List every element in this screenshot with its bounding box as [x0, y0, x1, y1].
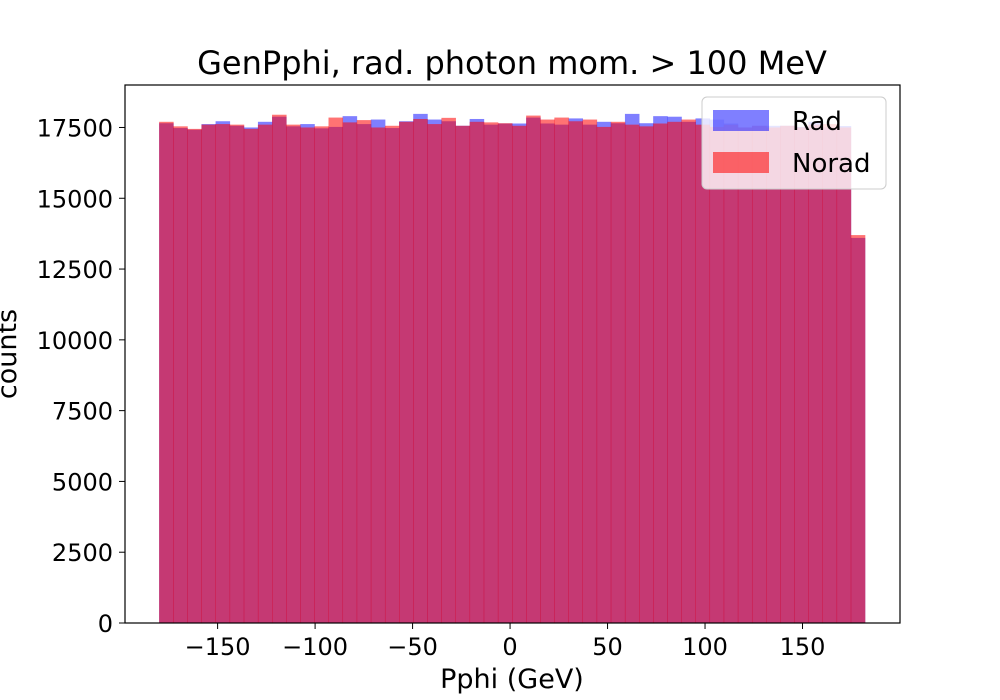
bar-norad-32 — [610, 121, 626, 624]
bar-norad-40 — [723, 124, 739, 624]
histogram-bars — [159, 113, 866, 624]
bar-norad-39 — [709, 126, 725, 623]
bar-norad-3 — [201, 124, 216, 624]
y-tick-label: 17500 — [37, 114, 113, 142]
bar-norad-33 — [624, 124, 640, 624]
bar-norad-44 — [780, 125, 795, 624]
bar-norad-6 — [243, 128, 259, 624]
y-axis-label: counts — [0, 309, 23, 399]
x-tick-label: 50 — [592, 633, 623, 661]
chart-title: GenPphi, rad. photon mom. > 100 MeV — [197, 44, 827, 82]
bar-norad-8 — [272, 114, 287, 624]
x-axis-ticks: −150 −100 −50 0 50 100 150 — [185, 623, 826, 661]
bar-norad-43 — [766, 127, 781, 623]
x-tick-label: −50 — [387, 633, 438, 661]
y-tick-label: 5000 — [52, 468, 113, 496]
bar-norad-46 — [808, 124, 823, 624]
x-tick-label: 150 — [780, 633, 826, 661]
bar-norad-47 — [822, 124, 838, 623]
bar-norad-29 — [568, 121, 583, 624]
bar-norad-21 — [455, 125, 471, 624]
x-tick-label: 0 — [502, 633, 517, 661]
bar-norad-18 — [413, 118, 428, 624]
y-tick-label: 7500 — [52, 398, 113, 426]
bar-norad-37 — [681, 119, 696, 624]
bar-norad-41 — [737, 127, 753, 623]
bar-norad-45 — [794, 127, 809, 623]
legend: Rad Norad — [701, 96, 887, 190]
bar-norad-22 — [469, 121, 485, 624]
y-tick-label: 10000 — [37, 327, 113, 355]
bar-norad-24 — [497, 123, 513, 623]
bar-norad-12 — [328, 117, 344, 623]
x-tick-label: −150 — [185, 633, 251, 661]
bar-norad-49 — [850, 235, 866, 624]
bar-norad-5 — [229, 124, 245, 624]
bar-norad-27 — [540, 119, 555, 624]
bar-norad-7 — [257, 124, 273, 624]
bar-norad-2 — [187, 128, 202, 624]
bar-norad-34 — [639, 126, 654, 623]
bar-norad-4 — [215, 124, 231, 623]
bar-norad-16 — [384, 125, 400, 624]
legend-label-norad: Norad — [792, 149, 870, 179]
plot-frame — [124, 84, 901, 624]
bar-norad-1 — [173, 126, 188, 623]
y-tick-label: 12500 — [37, 256, 113, 284]
legend-label-rad: Rad — [792, 107, 842, 137]
bar-norad-0 — [159, 121, 174, 624]
bar-norad-28 — [554, 117, 569, 623]
y-tick-label: 0 — [98, 610, 113, 638]
bar-norad-42 — [751, 125, 767, 624]
bar-norad-19 — [427, 124, 442, 623]
bar-norad-36 — [667, 121, 682, 624]
bar-norad-15 — [370, 127, 386, 623]
bar-norad-9 — [286, 124, 301, 624]
bar-norad-48 — [836, 127, 852, 623]
bar-norad-35 — [653, 123, 668, 624]
y-tick-label: 2500 — [52, 539, 113, 567]
bar-norad-30 — [582, 119, 598, 624]
bar-norad-38 — [695, 124, 711, 624]
x-tick-label: −100 — [282, 633, 348, 661]
bar-norad-11 — [314, 126, 329, 623]
legend-swatch-rad — [713, 110, 769, 131]
y-tick-label: 15000 — [37, 185, 113, 213]
x-tick-label: 100 — [682, 633, 728, 661]
x-axis-label: Pphi (GeV) — [440, 664, 584, 695]
bar-norad-17 — [399, 121, 414, 624]
bar-norad-26 — [526, 115, 541, 623]
y-axis-ticks: 0 2500 5000 7500 10000 12500 15000 17500 — [37, 114, 125, 638]
bar-norad-14 — [356, 120, 372, 624]
legend-swatch-norad — [713, 152, 769, 173]
bar-norad-13 — [342, 122, 358, 624]
bar-norad-23 — [483, 122, 499, 624]
bar-norad-31 — [596, 126, 612, 623]
bar-norad-10 — [300, 127, 315, 623]
bar-norad-20 — [441, 117, 456, 623]
bar-norad-25 — [512, 125, 527, 624]
